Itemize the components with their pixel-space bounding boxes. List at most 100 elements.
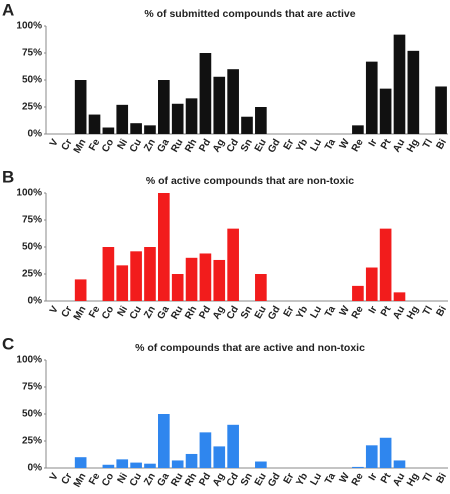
x-tick-label: Sn bbox=[239, 304, 255, 321]
x-tick-label: Ta bbox=[323, 304, 338, 319]
x-tick-label: Tl bbox=[421, 304, 435, 317]
x-tick-label: Tl bbox=[421, 471, 435, 484]
x-tick-label: Rh bbox=[183, 304, 199, 321]
x-tick-label: Ag bbox=[211, 137, 227, 154]
bar bbox=[199, 253, 212, 301]
x-tick-label: Cd bbox=[225, 304, 241, 321]
bar bbox=[379, 88, 392, 134]
x-tick-label: Cr bbox=[60, 471, 75, 486]
x-tick-label: Ta bbox=[323, 471, 338, 486]
x-tick-label: Lu bbox=[309, 137, 325, 153]
y-tick-label: 75% bbox=[22, 48, 42, 59]
x-tick-label: Zn bbox=[142, 137, 158, 153]
x-tick-label: Ru bbox=[169, 137, 185, 154]
x-tick-label: Mn bbox=[72, 304, 89, 322]
bar bbox=[74, 80, 87, 134]
bar bbox=[158, 414, 170, 468]
y-tick-label: 50% bbox=[22, 75, 42, 86]
bar bbox=[352, 466, 364, 468]
bar bbox=[255, 107, 267, 134]
x-tick-label: Hg bbox=[405, 304, 421, 321]
x-tick-label: Zn bbox=[142, 304, 158, 320]
bar bbox=[130, 462, 142, 468]
panel-label: B bbox=[2, 167, 14, 186]
bar bbox=[227, 69, 239, 134]
y-tick-label: 100% bbox=[16, 188, 42, 199]
x-tick-label: Eu bbox=[253, 304, 269, 321]
x-tick-label: Gd bbox=[266, 304, 282, 322]
bar bbox=[185, 98, 198, 134]
bar bbox=[227, 228, 239, 301]
x-tick-label: Cu bbox=[128, 304, 144, 321]
bar bbox=[185, 453, 198, 468]
bar bbox=[158, 193, 170, 301]
x-tick-label: V bbox=[48, 471, 61, 483]
y-tick-label: 50% bbox=[22, 242, 42, 253]
bar bbox=[352, 285, 364, 301]
bar bbox=[435, 86, 447, 134]
x-tick-label: Fe bbox=[87, 137, 103, 153]
x-tick-label: Bi bbox=[434, 304, 449, 318]
x-tick-label: Gd bbox=[266, 471, 282, 489]
bar bbox=[255, 461, 267, 468]
x-tick-label: Ir bbox=[367, 471, 380, 482]
panel-label: C bbox=[2, 334, 14, 353]
x-tick-label: Sn bbox=[239, 471, 255, 488]
x-tick-label: Rh bbox=[183, 471, 199, 488]
x-tick-label: Bi bbox=[434, 137, 449, 151]
x-tick-label: Eu bbox=[253, 137, 269, 154]
x-tick-label: Lu bbox=[309, 304, 325, 320]
bar bbox=[227, 424, 239, 468]
x-tick-label: Pd bbox=[197, 137, 213, 154]
x-tick-label: Re bbox=[350, 137, 366, 154]
x-tick-label: Tl bbox=[421, 137, 435, 150]
y-tick-label: 25% bbox=[22, 269, 42, 280]
bar bbox=[130, 251, 142, 301]
x-tick-label: Ru bbox=[169, 471, 185, 488]
x-tick-label: Sn bbox=[239, 137, 255, 154]
bar bbox=[171, 103, 184, 134]
bar bbox=[199, 432, 212, 468]
bar bbox=[393, 34, 406, 134]
bar bbox=[116, 459, 129, 468]
bar bbox=[213, 76, 226, 134]
y-tick-label: 25% bbox=[22, 102, 42, 113]
bar bbox=[241, 116, 253, 134]
x-tick-label: Yb bbox=[294, 304, 310, 321]
y-tick-label: 0% bbox=[28, 463, 43, 474]
x-tick-label: Ta bbox=[323, 137, 338, 152]
x-tick-label: Fe bbox=[87, 471, 103, 487]
bar bbox=[171, 460, 184, 468]
bar bbox=[379, 228, 392, 301]
x-tick-label: Mn bbox=[72, 471, 89, 489]
x-tick-label: Bi bbox=[434, 471, 449, 485]
bar bbox=[185, 257, 198, 301]
bar bbox=[199, 53, 212, 134]
bar bbox=[144, 247, 156, 301]
x-tick-label: V bbox=[48, 137, 61, 149]
chart-title: % of active compounds that are non-toxic bbox=[146, 175, 354, 187]
x-tick-label: Au bbox=[391, 471, 407, 488]
x-tick-label: Yb bbox=[294, 471, 310, 488]
bar bbox=[144, 125, 156, 134]
x-tick-label: Gd bbox=[266, 137, 282, 155]
bar bbox=[171, 274, 184, 301]
chart-title: % of submitted compounds that are active bbox=[144, 8, 355, 20]
bar bbox=[393, 292, 406, 301]
bar bbox=[365, 445, 378, 468]
bar bbox=[393, 460, 406, 468]
y-tick-label: 100% bbox=[16, 355, 42, 366]
x-tick-label: Au bbox=[391, 304, 407, 321]
x-tick-label: Ag bbox=[211, 471, 227, 488]
x-tick-label: Cr bbox=[60, 304, 75, 319]
x-tick-label: Cu bbox=[128, 471, 144, 488]
y-tick-label: 75% bbox=[22, 382, 42, 393]
bar bbox=[102, 464, 115, 468]
bar bbox=[130, 123, 142, 134]
x-tick-label: Cd bbox=[225, 471, 241, 488]
bar bbox=[144, 463, 156, 468]
bar bbox=[255, 274, 267, 301]
y-tick-label: 75% bbox=[22, 215, 42, 226]
x-tick-label: Er bbox=[282, 471, 297, 486]
bar bbox=[74, 279, 87, 301]
